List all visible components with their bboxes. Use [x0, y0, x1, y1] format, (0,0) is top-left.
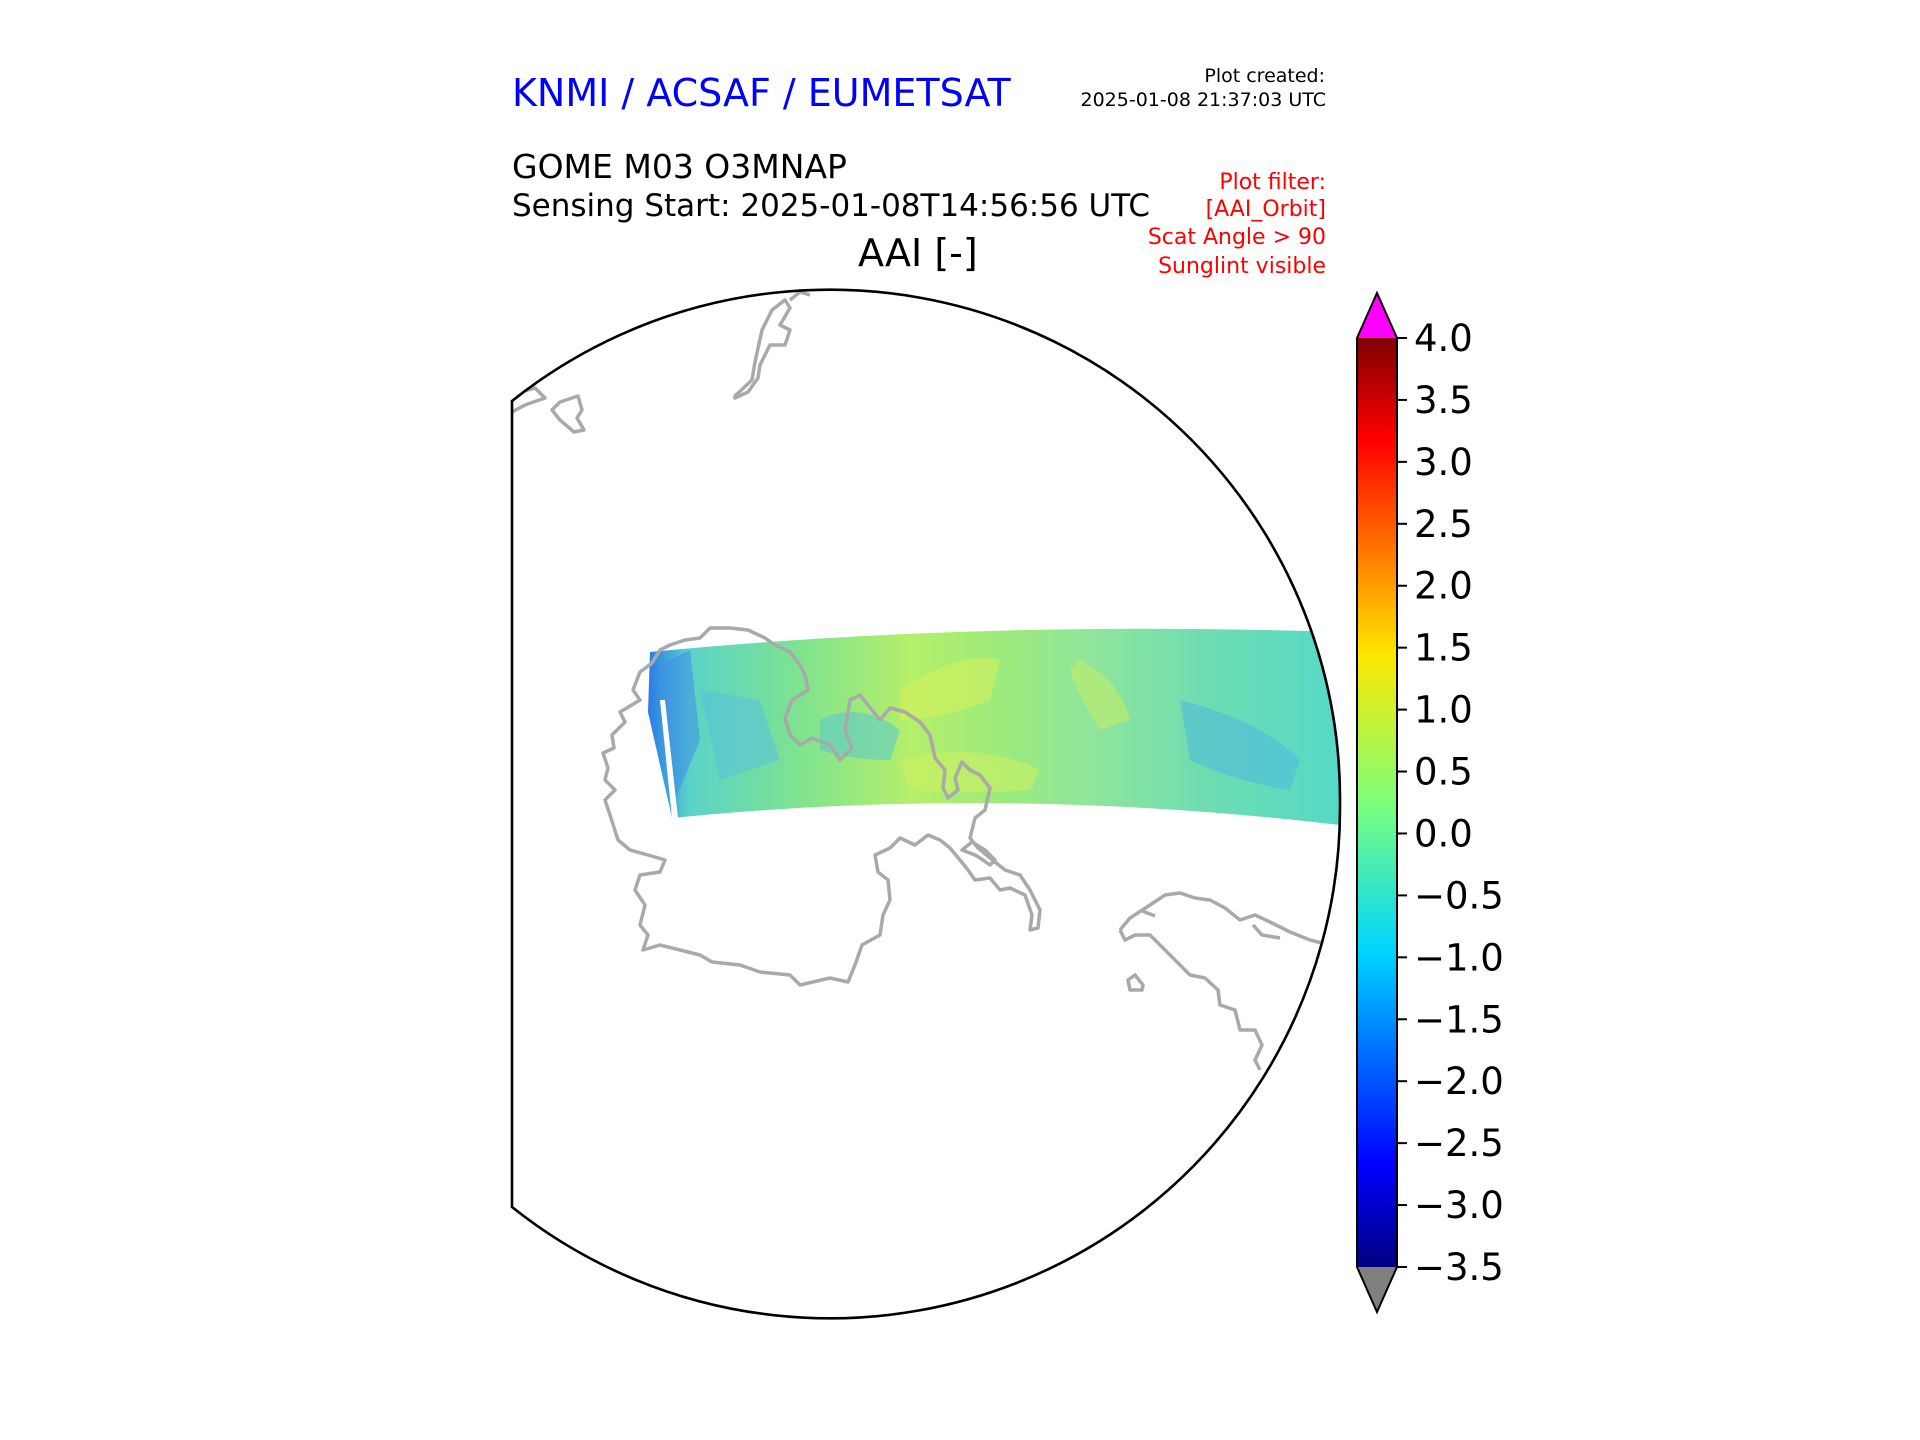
colorbar-tick-label: 0.0: [1414, 812, 1473, 855]
plot-created-label: Plot created:: [1204, 65, 1325, 87]
colorbar-tick-label: −3.5: [1414, 1246, 1504, 1289]
colorbar-tick-label: −2.5: [1414, 1122, 1504, 1165]
colorbar-tick-label: −1.5: [1414, 998, 1504, 1041]
quantity-title: AAI [-]: [858, 231, 978, 275]
colorbar-tick-label: 1.0: [1414, 689, 1473, 732]
map-area: [512, 290, 1341, 1071]
colorbar-tick-label: 3.0: [1414, 441, 1473, 484]
plot-filter-label: Plot filter:: [1219, 170, 1326, 195]
swath-texture: [660, 650, 1300, 800]
aai-swath: [648, 628, 1340, 825]
colorbar-tick-label: 1.5: [1414, 627, 1473, 670]
colorbar-tick-label: 2.0: [1414, 565, 1473, 608]
colorbar-ticks: 4.0 3.5 3.0 2.5 2.0 1.5 1.0 0.5 0.0 −0.5 −1.0 −1.5 −…: [1397, 317, 1504, 1289]
colorbar-tick-label: −3.0: [1414, 1184, 1504, 1227]
agency-title: KNMI / ACSAF / EUMETSAT: [512, 71, 1011, 115]
colorbar-tick-label: −1.0: [1414, 936, 1504, 979]
colorbar-over-arrow: [1357, 293, 1397, 338]
colorbar: 4.0 3.5 3.0 2.5 2.0 1.5 1.0 0.5 0.0 −0.5 −1.0 −1.5 −…: [1356, 290, 1504, 1315]
plot-created-value: 2025-01-08 21:37:03 UTC: [1080, 89, 1327, 111]
colorbar-tick-label: 4.0: [1414, 317, 1473, 360]
swath-edge-stripe: [660, 700, 678, 818]
coastlines: [512, 290, 1341, 1071]
colorbar-gradient: [1357, 338, 1397, 1267]
colorbar-under-arrow: [1357, 1267, 1397, 1312]
sensing-start: Sensing Start: 2025-01-08T14:56:56 UTC: [512, 188, 1150, 224]
colorbar-tick-label: −0.5: [1414, 874, 1504, 917]
plot-filter-item: Sunglint visible: [1158, 254, 1326, 279]
plot-filter-item: [AAI_Orbit]: [1205, 197, 1326, 222]
colorbar-tick-label: 2.5: [1414, 503, 1473, 546]
colorbar-tick-label: −2.0: [1414, 1060, 1504, 1103]
product-name: GOME M03 O3MNAP: [512, 147, 847, 186]
map-boundary: [510, 288, 1342, 1320]
plot-filter-item: Scat Angle > 90: [1147, 225, 1326, 250]
colorbar-tick-label: 3.5: [1414, 379, 1473, 422]
colorbar-tick-label: 0.5: [1414, 751, 1473, 794]
